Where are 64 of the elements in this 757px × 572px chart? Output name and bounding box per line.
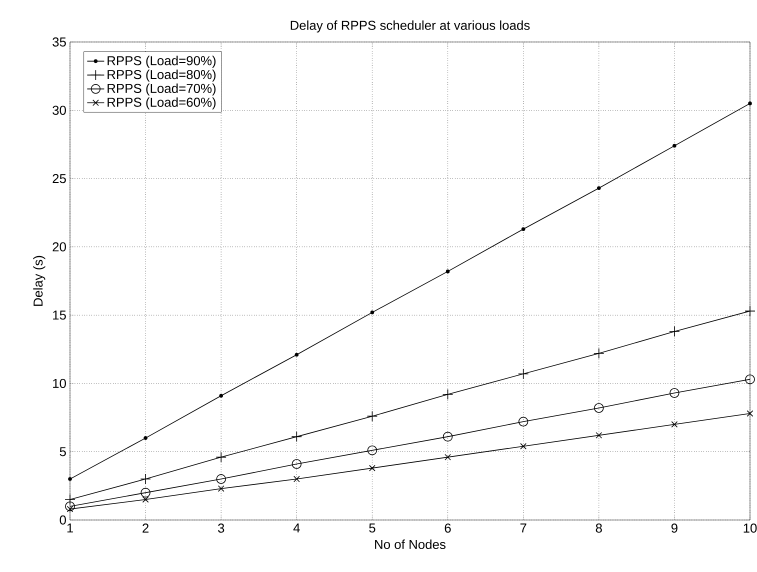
point [216, 452, 226, 463]
y-tick-label: 30 [52, 106, 66, 115]
x-tick-label: 1 [67, 524, 73, 532]
y-tick-label: 25 [52, 174, 66, 184]
point [369, 464, 376, 472]
x-tick-label: 8 [596, 524, 602, 533]
y-tick-label: 20 [52, 242, 66, 252]
x-axis-title: No of Nodes [375, 540, 446, 550]
point [291, 431, 302, 442]
point [216, 474, 226, 484]
point [292, 459, 302, 469]
point [669, 326, 680, 337]
point [672, 144, 676, 148]
x-tick-label: 7 [520, 524, 526, 532]
x-tick-label: 5 [369, 524, 376, 533]
point [140, 488, 150, 498]
point [294, 352, 299, 357]
y-tick-label: 5 [60, 447, 66, 456]
point [219, 394, 224, 398]
point [596, 186, 601, 190]
point [370, 310, 374, 314]
y-tick-label: 15 [53, 310, 66, 320]
point [446, 270, 450, 274]
x-tick-label: 10 [744, 524, 757, 533]
legend-label: RPPS (Load=80%) [108, 70, 216, 82]
point [142, 496, 149, 503]
point [444, 454, 451, 460]
legend-label: RPPS (Load=90%) [108, 56, 216, 68]
chart-title: Delay of RPPS scheduler at various loads [290, 20, 530, 32]
x-tick-label: 2 [142, 524, 148, 533]
point [518, 416, 528, 427]
point [746, 410, 754, 417]
y-tick-label: 10 [53, 378, 66, 388]
point [68, 477, 72, 481]
point [670, 388, 680, 398]
point [520, 443, 527, 450]
point [442, 432, 453, 442]
y-tick-label: 35 [52, 37, 66, 47]
point [442, 388, 454, 400]
point [144, 436, 148, 440]
legend-label: RPPS (Load=70%) [108, 83, 216, 96]
y-axis-title: Delay (s) [33, 256, 46, 306]
point [594, 348, 604, 359]
legend-label: RPPS (Load=60%) [108, 97, 216, 110]
point [66, 506, 74, 512]
point [218, 485, 224, 492]
x-tick-label: 6 [444, 524, 451, 533]
point [293, 476, 300, 482]
point [596, 432, 602, 439]
y-tick-label: 0 [60, 515, 66, 525]
point [594, 403, 604, 413]
point [744, 306, 756, 316]
point [366, 410, 378, 422]
point [671, 421, 678, 428]
x-tick-label: 4 [293, 524, 300, 532]
point [65, 501, 75, 512]
point [521, 227, 526, 231]
point [748, 102, 752, 106]
point [140, 474, 151, 484]
x-tick-label: 9 [671, 524, 678, 533]
point [367, 445, 378, 456]
point [518, 368, 529, 380]
x-tick-label: 3 [218, 524, 224, 533]
point [745, 374, 755, 384]
